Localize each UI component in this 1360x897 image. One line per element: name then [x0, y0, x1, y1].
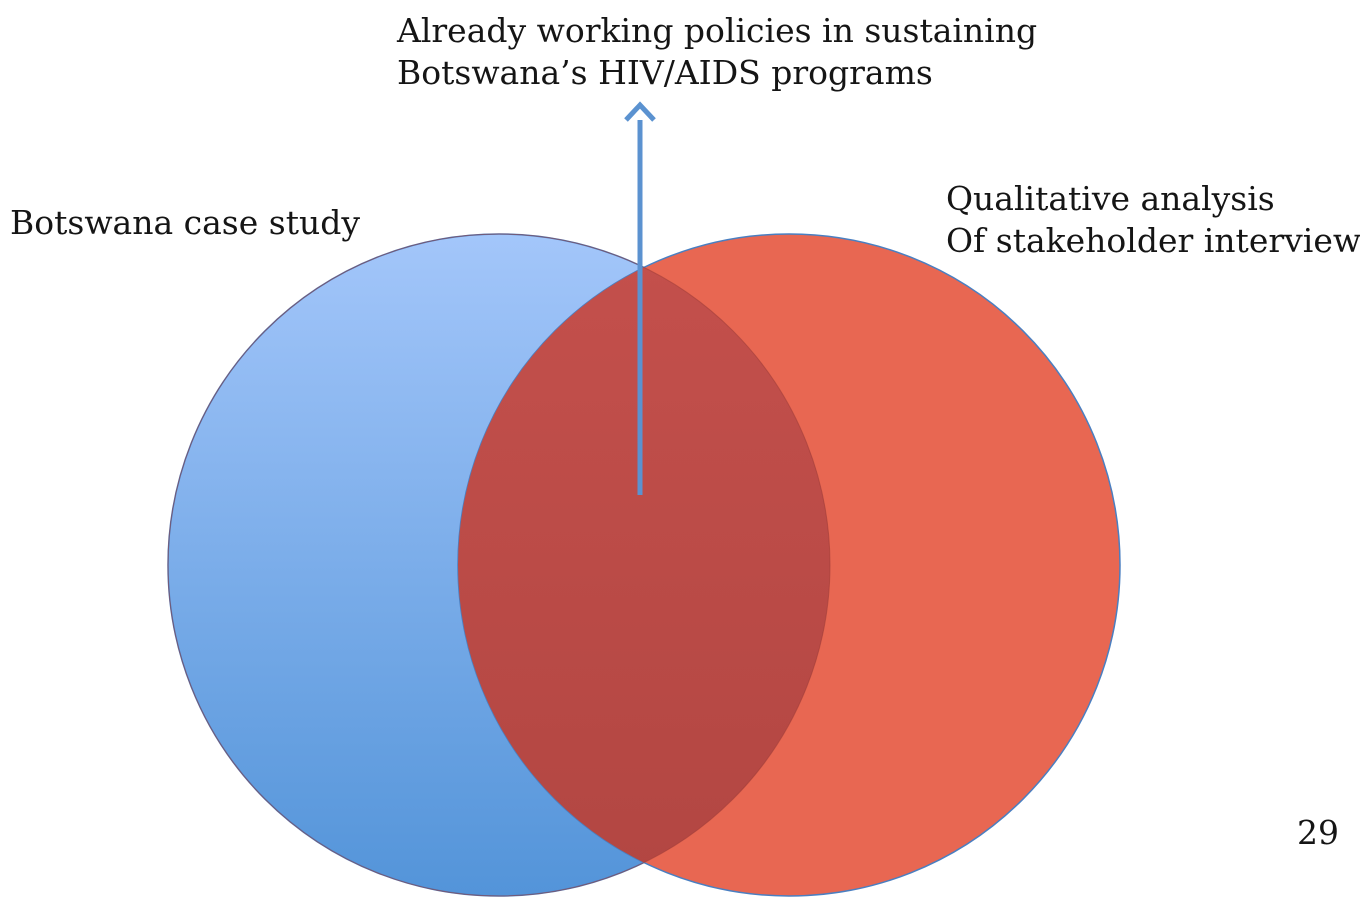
- top-annotation-line-1: Already working policies in sustaining: [397, 11, 1038, 50]
- right-circle-label-line-1: Qualitative analysis: [946, 179, 1275, 218]
- right-circle-label: Qualitative analysis Of stakeholder inte…: [946, 178, 1360, 262]
- top-annotation-label: Already working policies in sustaining B…: [397, 10, 1037, 94]
- left-circle-label: Botswana case study: [10, 202, 360, 244]
- right-circle-label-line-2: Of stakeholder interviews: [946, 221, 1360, 260]
- top-annotation-line-2: Botswana’s HIV/AIDS programs: [397, 53, 933, 92]
- page-number: 29: [1297, 813, 1339, 852]
- overlap-left-edge: [167, 233, 831, 897]
- arrow-up-icon: [624, 101, 656, 495]
- left-circle-label-text: Botswana case study: [10, 203, 360, 242]
- overlap-region: [458, 234, 830, 896]
